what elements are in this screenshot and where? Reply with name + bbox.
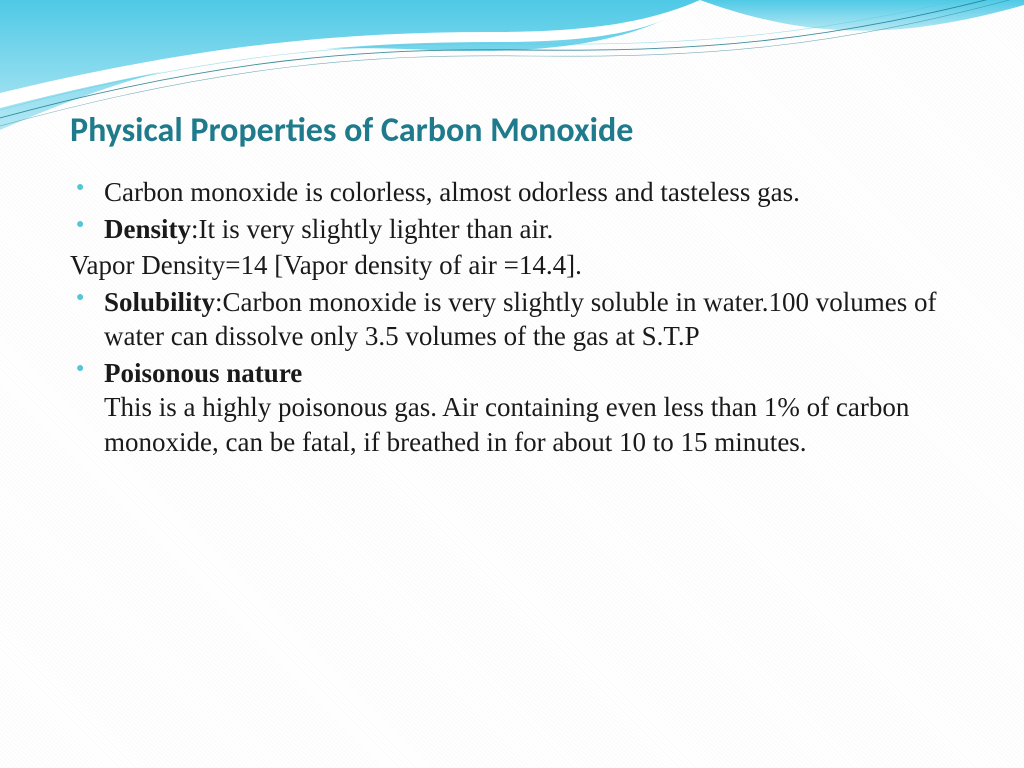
- bullet-text: Carbon monoxide is colorless, almost odo…: [104, 177, 800, 207]
- slide-content: Physical Properties of Carbon Monoxide C…: [0, 0, 1024, 501]
- bullet-text: :It is very slightly lighter than air.: [191, 214, 553, 244]
- bullet-list: Carbon monoxide is colorless, almost odo…: [70, 175, 954, 459]
- bullet-text: :Carbon monoxide is very slightly solubl…: [104, 287, 936, 352]
- bullet-bold-label: Density: [104, 214, 191, 244]
- bullet-item: Carbon monoxide is colorless, almost odo…: [70, 175, 954, 210]
- bullet-bold-label: Poisonous nature: [104, 358, 302, 388]
- bullet-item: Solubility:Carbon monoxide is very sligh…: [70, 285, 954, 354]
- bullet-bold-label: Solubility: [104, 287, 215, 317]
- bullet-text: Vapor Density=14 [Vapor density of air =…: [70, 250, 582, 280]
- bullet-item: Density:It is very slightly lighter than…: [70, 212, 954, 247]
- bullet-item: Poisonous natureThis is a highly poisono…: [70, 356, 954, 460]
- slide-title: Physical Properties of Carbon Monoxide: [70, 110, 954, 151]
- bullet-item-nobullet: Vapor Density=14 [Vapor density of air =…: [70, 248, 954, 283]
